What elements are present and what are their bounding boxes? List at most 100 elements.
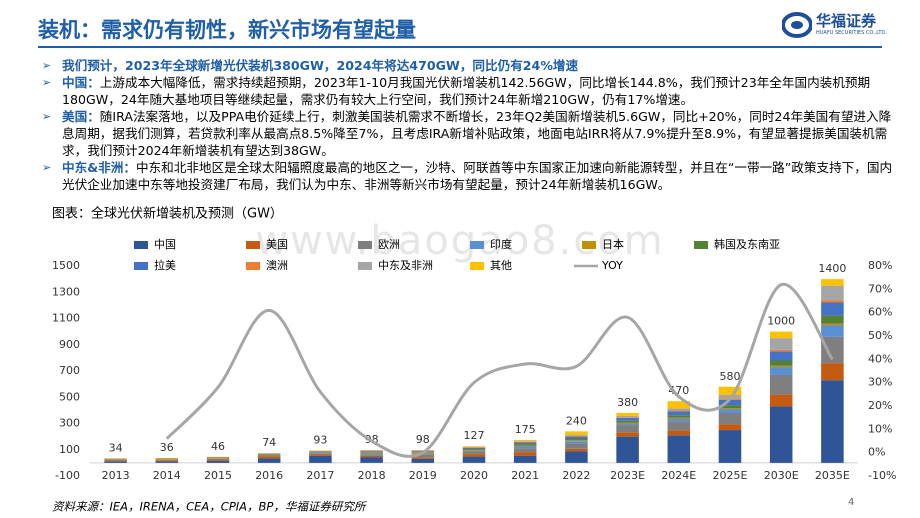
bullet-label: 中东&非洲： (62, 160, 136, 175)
bar-segment (411, 450, 435, 452)
total-label: 470 (668, 384, 689, 397)
bar-segment (769, 331, 793, 339)
bar-segment (769, 406, 793, 463)
bar-segment (769, 367, 793, 375)
bar-segment (821, 302, 844, 316)
bar-segment (718, 408, 742, 410)
bar-segment (462, 450, 486, 452)
y2-tick-label: 0% (868, 446, 885, 459)
y-tick-label: 100 (59, 443, 80, 456)
legend-swatch (694, 241, 708, 249)
bar-segment (667, 430, 691, 436)
title-rule (38, 46, 882, 48)
bar-segment (257, 453, 281, 455)
bar-segment (513, 445, 537, 447)
y2-tick-label: 70% (868, 282, 892, 295)
bar-segment (821, 279, 844, 286)
bar-segment (769, 394, 793, 407)
bar-segment (155, 460, 179, 462)
x-tick-label: 2035E (815, 469, 850, 482)
logo-icon (782, 12, 812, 38)
slide-title: 装机：需求仍有韧性，新兴市场有望起量 (38, 18, 416, 42)
total-label: 74 (262, 436, 276, 449)
bar-segment (821, 323, 844, 326)
source: 资料来源：IEA，IRENA，CEA，CPIA，BP，华福证券研究所 (52, 500, 367, 514)
bar-segment (769, 374, 793, 395)
bar-segment (565, 435, 588, 437)
x-tick-label: 2020 (460, 469, 488, 482)
bar-segment (513, 452, 537, 456)
total-label: 36 (160, 441, 174, 454)
total-label: 580 (720, 370, 741, 383)
bar-segment (360, 453, 383, 455)
bar-segment (616, 420, 639, 423)
bar-segment (769, 360, 793, 366)
bar-segment (513, 441, 537, 442)
bar-segment (667, 411, 691, 416)
bar-segment (513, 444, 537, 446)
total-label: 98 (416, 433, 430, 446)
x-tick-label: 2014 (153, 469, 181, 482)
total-label: 93 (313, 434, 327, 447)
bar-segment (718, 424, 742, 431)
y-tick-label: 1300 (52, 285, 80, 298)
bullet-text: 中东和北非地区是全球太阳辐照度最高的地区之一，沙特、阿联酋等中东国家正加速向新能… (62, 160, 893, 192)
x-tick-label: 2018 (358, 469, 386, 482)
bar-segment (718, 430, 742, 463)
bar-segment (513, 446, 537, 449)
bar-segment (667, 421, 691, 431)
legend-label: 中国 (154, 238, 176, 251)
bar-segment (616, 423, 639, 426)
bar-segment (718, 386, 742, 396)
bar-segment (104, 461, 127, 463)
bar-segment (257, 455, 281, 456)
bar-segment (257, 456, 281, 459)
legend-label: 其他 (490, 259, 512, 272)
legend-swatch (358, 262, 372, 270)
y2-tick-label: 60% (868, 306, 892, 319)
bullet: 中东&非洲：中东和北非地区是全球太阳辐照度最高的地区之一，沙特、阿联酋等中东国家… (42, 159, 894, 193)
bar-segment (769, 365, 793, 368)
bullet: 我们预计，2023年全球新增光伏装机380GW，2024年将达470GW，同比仍… (42, 57, 894, 74)
bar-segment (821, 336, 844, 364)
bar-segment (667, 415, 691, 418)
x-tick-label: 2025E (713, 469, 748, 482)
bar-segment (616, 417, 639, 421)
y-tick-label: 700 (59, 364, 80, 377)
bar-segment (155, 459, 179, 461)
bar-segment (513, 455, 537, 463)
bar-segment (360, 451, 383, 453)
bar-segment (565, 438, 588, 441)
bar-segment (565, 451, 588, 463)
total-label: 34 (109, 441, 123, 454)
bar-segment (104, 459, 127, 461)
legend-label: 欧洲 (378, 238, 400, 251)
y-tick-label: 500 (59, 390, 80, 403)
total-label: 240 (566, 414, 587, 427)
bar-segment (206, 458, 230, 460)
bar-segment (565, 435, 588, 436)
x-tick-label: 2023E (610, 469, 645, 482)
bar-segment (206, 459, 230, 461)
logo-text: 华福证券 (816, 12, 877, 30)
bar-segment (565, 436, 588, 439)
y-tick-label: 1500 (52, 259, 80, 272)
y2-tick-label: 10% (868, 422, 892, 435)
bar-segment (616, 422, 639, 424)
bar-segment (667, 418, 691, 422)
bar-segment (821, 380, 844, 463)
bar-segment (821, 325, 844, 337)
bar-segment (462, 449, 486, 451)
bar-segment (667, 417, 691, 419)
x-tick-label: 2013 (102, 469, 130, 482)
bar-segment (667, 410, 691, 412)
bar-segment (462, 454, 486, 457)
bar-segment (462, 447, 486, 449)
x-tick-label: 2024E (661, 469, 696, 482)
bar-segment (565, 441, 588, 444)
bar-segment (718, 413, 742, 425)
bar-segment (462, 451, 486, 455)
bullet-label: 中国： (62, 75, 100, 90)
